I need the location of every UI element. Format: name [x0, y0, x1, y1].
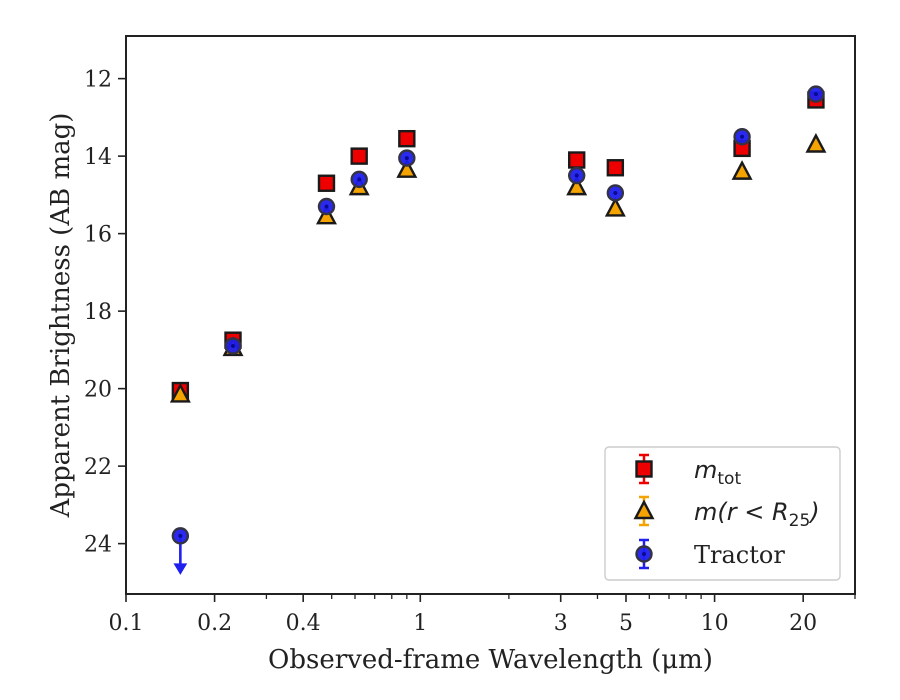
legend-entry: Tractor — [635, 538, 785, 570]
x-tick-label: 10 — [701, 611, 729, 636]
legend-marker-square — [635, 460, 653, 478]
legend-label: m(r < R25) — [694, 498, 820, 531]
data-point-center — [357, 177, 362, 182]
data-point-square — [350, 147, 368, 165]
legend-entry: m(r < R25) — [633, 495, 820, 531]
data-point-triangle — [604, 196, 626, 217]
y-tick-label: 24 — [84, 533, 112, 558]
legend-label: Tractor — [694, 541, 785, 569]
x-axis-ticks: 0.1 0.2 0.4 1 3 5 10 20 — [109, 594, 817, 636]
x-tick-label: 1 — [413, 611, 427, 636]
x-tick-label: 3 — [554, 611, 568, 636]
legend-marker-center — [642, 552, 646, 556]
data-point-triangle — [805, 132, 827, 153]
data-point-center — [813, 92, 818, 97]
y-axis-ticks: 12 14 16 18 20 22 24 — [84, 68, 126, 558]
y-tick-label: 18 — [84, 300, 112, 325]
legend-box — [604, 446, 841, 581]
y-tick-label: 14 — [84, 145, 112, 170]
y-tick-label: 12 — [84, 68, 112, 93]
x-tick-label: 0.2 — [197, 611, 232, 636]
x-axis-title: Observed-frame Wavelength (μm) — [268, 645, 713, 675]
data-point-center — [613, 190, 618, 195]
data-point-square — [606, 159, 625, 177]
data-point-center — [231, 344, 236, 348]
plot-frame — [125, 35, 856, 595]
data-point-square — [398, 129, 416, 148]
series-circle — [171, 85, 825, 575]
data-point-center — [574, 173, 579, 178]
data-markers — [169, 85, 827, 575]
legend-entry: mtot — [635, 453, 741, 489]
y-tick-label: 16 — [84, 223, 112, 248]
data-point-triangle — [396, 158, 418, 178]
legend: mtot m(r < R25) Tractor — [604, 446, 841, 581]
y-tick-label: 20 — [84, 378, 112, 403]
data-point-center — [324, 204, 329, 209]
data-point-center — [404, 156, 409, 161]
data-point-square — [317, 174, 336, 192]
data-point-triangle — [566, 175, 588, 196]
x-tick-label: 20 — [789, 611, 817, 636]
x-tick-label: 0.4 — [286, 611, 321, 636]
x-tick-label: 5 — [619, 611, 633, 636]
data-point-square — [568, 151, 586, 169]
upper-limit-arrow — [173, 563, 188, 575]
series-triangle — [169, 132, 827, 403]
data-point-triangle — [169, 382, 191, 403]
data-point-center — [178, 533, 183, 538]
legend-marker-triangle — [633, 499, 655, 520]
data-point-center — [740, 134, 745, 139]
x-tick-label: 0.1 — [109, 611, 144, 636]
y-axis-title: Apparent Brightness (AB mag) — [46, 113, 76, 519]
y-tick-label: 22 — [84, 455, 112, 480]
series-square — [171, 91, 825, 400]
legend-label: mtot — [694, 456, 741, 489]
data-point-triangle — [731, 160, 753, 180]
